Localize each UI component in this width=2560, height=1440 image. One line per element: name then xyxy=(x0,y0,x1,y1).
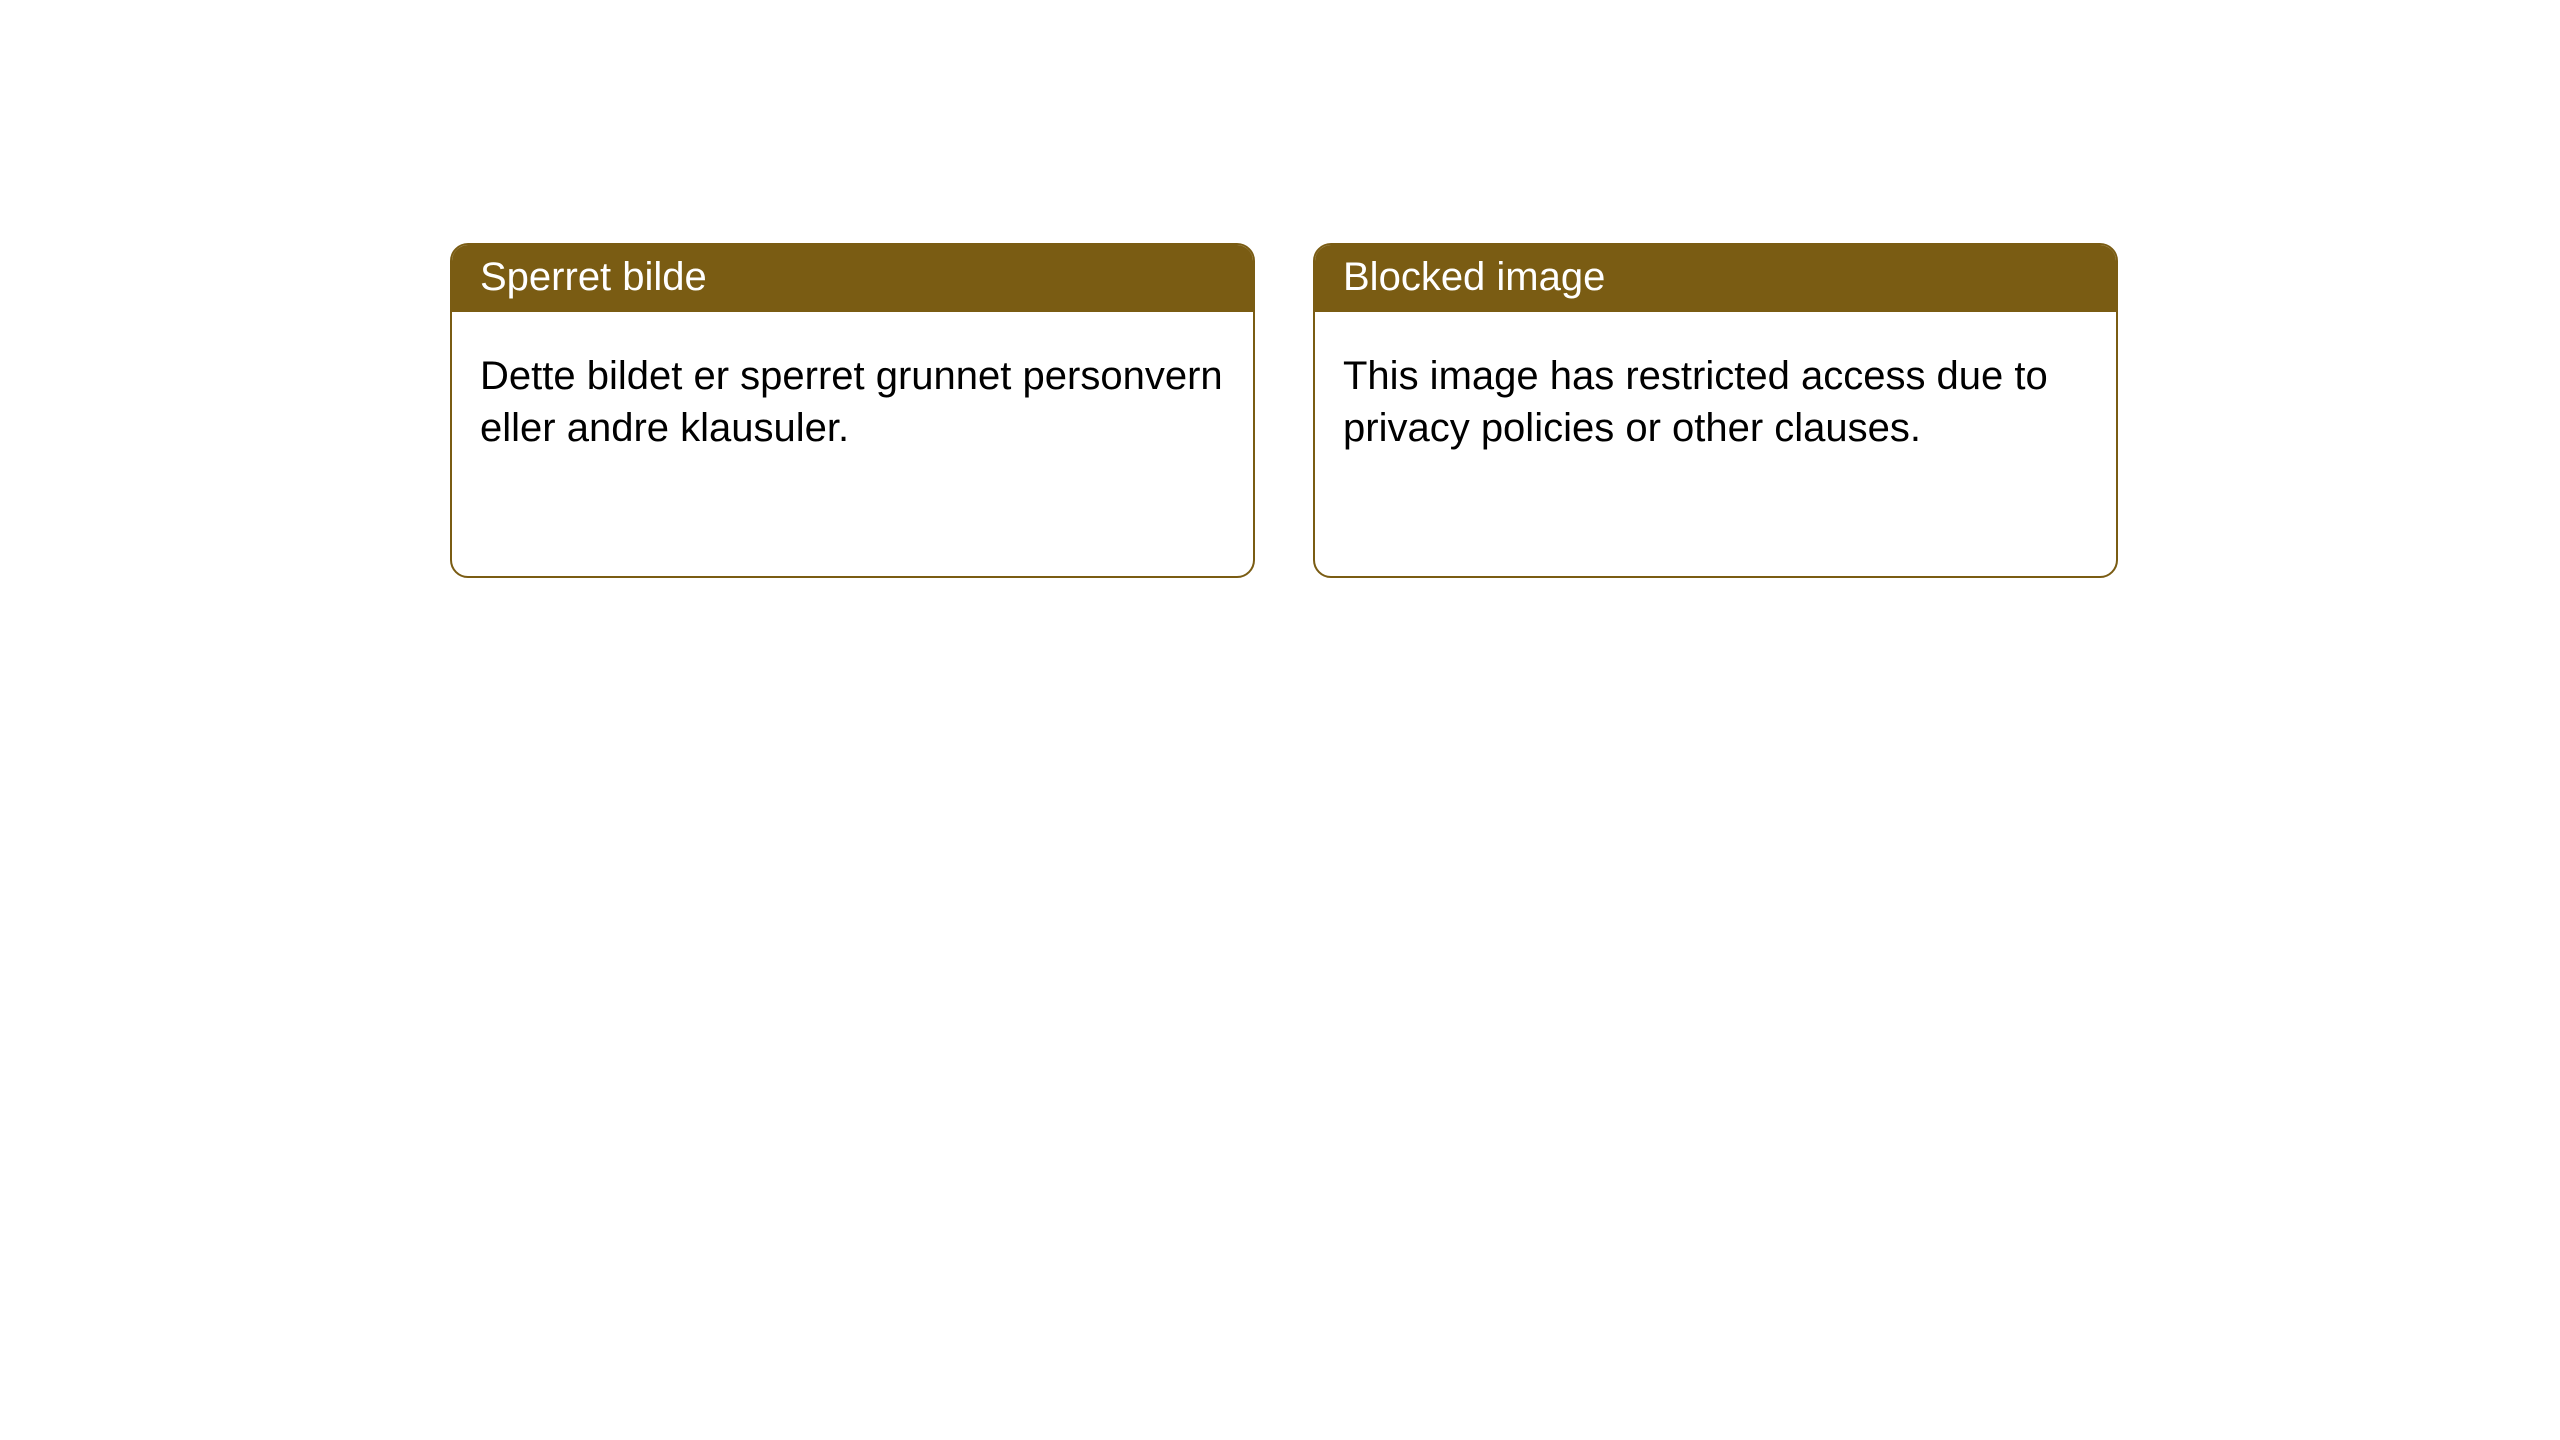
notice-card-english: Blocked image This image has restricted … xyxy=(1313,243,2118,578)
card-body: Dette bildet er sperret grunnet personve… xyxy=(452,312,1253,482)
card-title: Blocked image xyxy=(1343,255,1605,299)
card-header: Blocked image xyxy=(1315,245,2116,312)
card-header: Sperret bilde xyxy=(452,245,1253,312)
card-body: This image has restricted access due to … xyxy=(1315,312,2116,482)
card-body-text: Dette bildet er sperret grunnet personve… xyxy=(480,354,1223,450)
notice-card-norwegian: Sperret bilde Dette bildet er sperret gr… xyxy=(450,243,1255,578)
card-title: Sperret bilde xyxy=(480,255,707,299)
card-body-text: This image has restricted access due to … xyxy=(1343,354,2048,450)
notice-cards-container: Sperret bilde Dette bildet er sperret gr… xyxy=(0,0,2560,578)
